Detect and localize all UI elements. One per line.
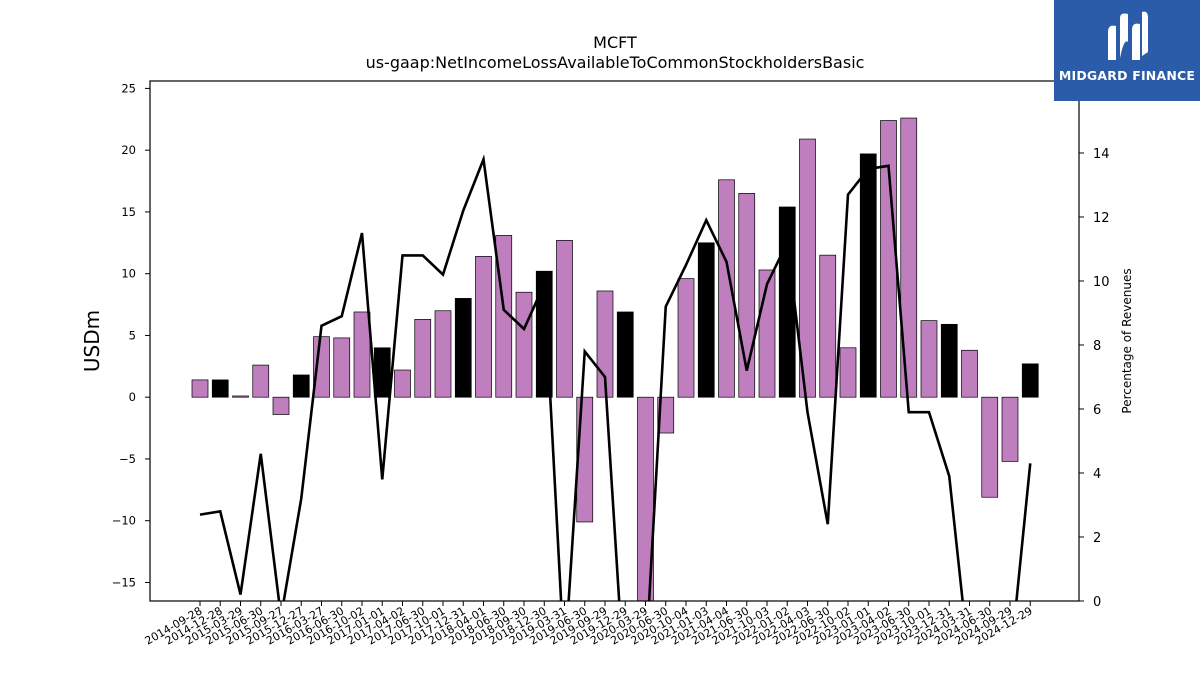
bar-2017-01-01 <box>373 347 391 398</box>
y2-tick-label: 2 <box>1093 531 1101 546</box>
bar-2023-01-01 <box>859 153 877 398</box>
bar-2016-10-02 <box>353 311 371 398</box>
percentage-line <box>199 154 1032 601</box>
bar-2017-12-31 <box>454 298 472 398</box>
bar-2022-10-02 <box>839 347 857 398</box>
y-tick-label: −15 <box>112 575 136 589</box>
y2-tick-label: 4 <box>1093 467 1101 482</box>
y2-tick-label: 10 <box>1093 275 1110 290</box>
bar-2024-06-30 <box>981 396 999 498</box>
y-tick-label: 5 <box>129 328 136 342</box>
bar-2019-06-30 <box>576 396 594 523</box>
bar-2020-10-04 <box>677 278 695 398</box>
bar-2021-04-04 <box>718 179 735 398</box>
brand-logo: MIDGARD FINANCE <box>1054 0 1200 101</box>
bar-2017-04-02 <box>394 369 411 398</box>
bar-2024-12-29 <box>1021 363 1039 398</box>
bar-2017-10-01 <box>434 310 452 398</box>
bar-2024-03-31 <box>961 349 978 398</box>
y-tick-label: −10 <box>112 514 136 528</box>
plot-frame <box>149 80 1080 602</box>
y-axis-label: USDm <box>80 310 104 372</box>
bar-2015-09-27 <box>272 396 290 415</box>
bar-2015-12-27 <box>292 374 310 398</box>
y-tick-label: 0 <box>129 390 136 404</box>
y2-tick-label: 14 <box>1093 147 1110 162</box>
bar-2020-06-30 <box>657 396 675 434</box>
bar-2022-04-03 <box>799 138 816 398</box>
bar-2017-06-30 <box>414 319 432 398</box>
bar-2019-12-29 <box>616 311 634 398</box>
bar-2022-06-30 <box>819 254 837 398</box>
y-tick-label: 10 <box>121 267 136 281</box>
bar-2016-06-30 <box>333 337 351 398</box>
bar-2018-04-01 <box>475 256 492 398</box>
bar-2024-09-29 <box>1001 396 1019 462</box>
y-tick-label: 25 <box>121 81 136 95</box>
y2-tick-label: 8 <box>1093 339 1101 354</box>
y2-tick-label: 12 <box>1093 211 1110 226</box>
bar-2021-01-03 <box>697 242 715 398</box>
bar-2014-12-28 <box>211 379 229 398</box>
bar-2015-06-30 <box>252 364 270 398</box>
bar-2022-01-02 <box>778 206 796 398</box>
brand-name: MIDGARD FINANCE <box>1058 68 1196 83</box>
bar-2019-03-31 <box>556 239 573 398</box>
y2-tick-label: 6 <box>1093 403 1101 418</box>
y-tick-label: −5 <box>119 452 136 466</box>
y-tick-label: 20 <box>121 143 136 157</box>
bar-2023-10-01 <box>920 320 938 398</box>
chart-title: MCFT <box>593 33 637 52</box>
y-tick-label: 15 <box>121 205 136 219</box>
bar-2018-09-30 <box>515 291 533 398</box>
bar-2014-09-28 <box>191 379 209 398</box>
bar-2023-04-02 <box>880 120 897 398</box>
midgard-logo-icon <box>1108 11 1148 61</box>
y2-tick-label: 0 <box>1093 595 1101 610</box>
bar-2023-12-31 <box>940 323 958 398</box>
chart-subtitle: us-gaap:NetIncomeLossAvailableToCommonSt… <box>366 53 865 72</box>
bar-2015-03-29 <box>232 395 249 398</box>
y2-axis-label: Percentage of Revenues <box>1120 268 1134 413</box>
